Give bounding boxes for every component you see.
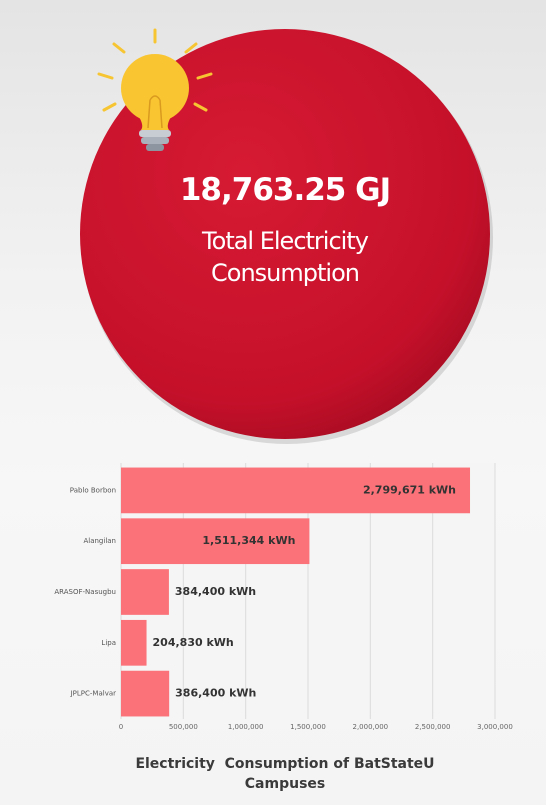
bar bbox=[121, 518, 310, 565]
value-label: 384,400 kWh bbox=[175, 585, 256, 598]
value-label: 386,400 kWh bbox=[175, 687, 256, 700]
y-tick-label: ARASOF-Nasugbu bbox=[54, 588, 116, 596]
highlight-value: 18,763.25 GJ bbox=[179, 172, 391, 208]
x-tick-label: 3,000,000 bbox=[477, 723, 513, 731]
y-tick-label: JPLPC-Malvar bbox=[70, 690, 117, 698]
value-label: 1,511,344 kWh bbox=[202, 534, 295, 547]
x-tick-label: 2,000,000 bbox=[353, 723, 389, 731]
x-tick-label: 1,000,000 bbox=[228, 723, 264, 731]
x-tick-label: 1,500,000 bbox=[290, 723, 326, 731]
bar bbox=[121, 569, 169, 615]
y-tick-label: Pablo Borbon bbox=[70, 486, 116, 494]
highlight-label: Total Electricity Consumption bbox=[202, 227, 369, 287]
value-label: 204,830 kWh bbox=[153, 636, 234, 649]
y-tick-label: Lipa bbox=[101, 639, 116, 647]
x-tick-label: 2,500,000 bbox=[415, 723, 451, 731]
bulb-icon bbox=[97, 28, 213, 151]
x-tick-label: 0 bbox=[119, 723, 123, 731]
bar bbox=[121, 619, 147, 666]
x-tick-label: 500,000 bbox=[169, 723, 198, 731]
value-label: 2,799,671 kWh bbox=[363, 483, 456, 496]
y-tick-label: Alangilan bbox=[83, 537, 116, 545]
highlight-circle bbox=[80, 29, 490, 439]
bar bbox=[121, 670, 170, 717]
chart-title: Electricity Consumption of BatStateU Cam… bbox=[135, 756, 440, 792]
bar bbox=[121, 467, 471, 514]
